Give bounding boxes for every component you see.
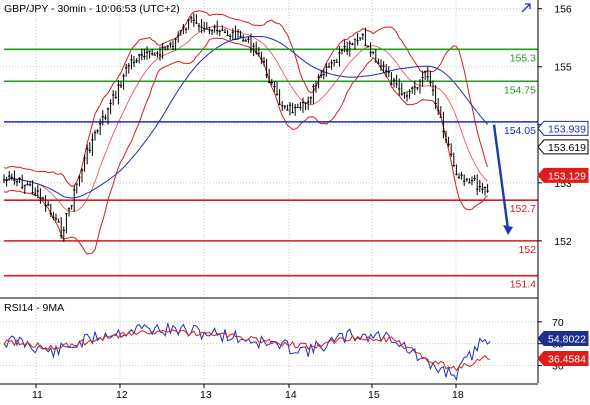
rsi-tag-text: 54.8022 — [548, 333, 586, 345]
rsi-indicator-label: RSI14 - 9MA — [4, 302, 64, 314]
price-tag-box — [537, 120, 589, 136]
rsi-ma-tag-text: 36.4584 — [548, 353, 586, 365]
tags-layer: 153.939 153.619 153.129 54.8022 36.4584 — [537, 120, 589, 366]
time-tick-label: 13 — [200, 389, 212, 400]
price-tag-box — [537, 139, 589, 155]
rsi-tag: 54.8022 — [537, 330, 589, 346]
level-label: 154.75 — [504, 84, 536, 96]
forecast-arrow-head — [503, 225, 513, 236]
forecast-arrow-shaft — [492, 124, 510, 230]
price-tag-text: 153.619 — [548, 142, 586, 154]
price-tag-text: 153.939 — [548, 123, 586, 135]
bollinger-middle — [3, 25, 488, 213]
time-tick-label: 14 — [285, 389, 297, 400]
level-label: 155.3 — [510, 52, 536, 64]
grid-layer — [0, 0, 538, 383]
price-tag: 153.619 — [537, 139, 589, 155]
time-tick-label: 15 — [368, 389, 380, 400]
price-tick-label: 155 — [554, 62, 572, 74]
price-tag: 153.939 — [537, 120, 589, 136]
price-tag-text: 153.129 — [548, 170, 586, 182]
levels-layer: 155.3 154.75 154.05 152.7 152 151.4 — [4, 48, 538, 291]
rsi-ma-tag-box — [537, 350, 589, 366]
level-label: 151.4 — [510, 279, 536, 291]
price-tick-label: 152 — [554, 236, 572, 248]
level-label: 152 — [518, 244, 536, 256]
price-tick-label: 156 — [554, 4, 572, 16]
price-tag-box — [537, 167, 589, 183]
bollinger-lower — [3, 37, 488, 255]
rsi-tick-label: 30 — [552, 361, 564, 373]
time-tick-label: 12 — [116, 389, 128, 400]
arrow-up-right-icon[interactable] — [521, 3, 531, 13]
time-tick-label: 18 — [452, 389, 464, 400]
level-label: 152.7 — [510, 203, 536, 215]
rsi-tag-box — [537, 330, 589, 346]
time-tick-label: 11 — [32, 389, 43, 400]
rsi-series-9ma — [3, 329, 491, 372]
rsi-tick-label: 70 — [552, 317, 564, 329]
rsi-layer — [3, 323, 491, 382]
chart-title: GBP/JPY - 30min - 10:06:53 (UTC+2) — [4, 3, 180, 15]
price-tag: 153.129 — [537, 167, 589, 183]
candles-layer — [2, 13, 489, 242]
level-label: 154.05 — [504, 125, 536, 137]
moving-average — [3, 35, 488, 199]
rsi-ma-tag: 36.4584 — [537, 350, 589, 366]
